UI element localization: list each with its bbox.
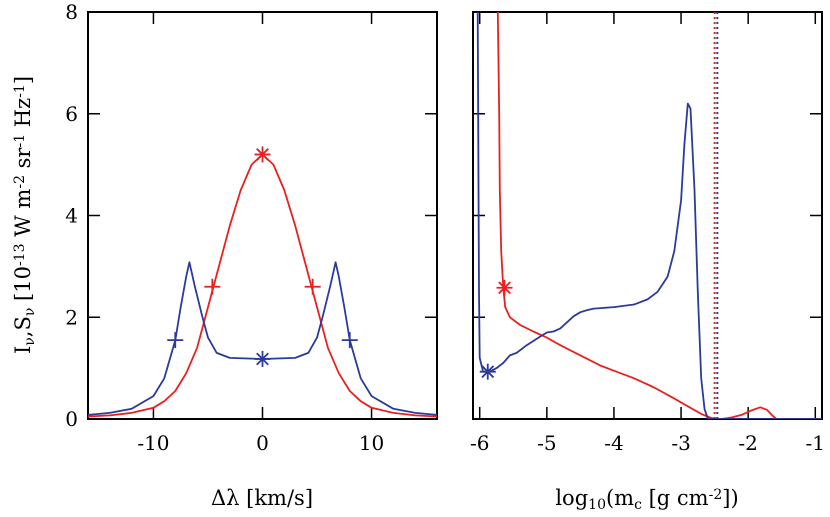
plus-marker: [304, 278, 321, 295]
asterisk-marker: [479, 363, 496, 380]
y-tick-label: 2: [65, 305, 78, 329]
asterisk-marker: [254, 146, 271, 163]
series-line-red: [496, 12, 822, 419]
x-tick-label: -3: [671, 431, 690, 455]
y-tick-label: 8: [65, 0, 78, 24]
x-tick-label: -10: [137, 431, 169, 455]
series-line-blue: [88, 261, 437, 416]
series-line-red: [88, 153, 437, 418]
x-tick-label: -1: [806, 431, 825, 455]
plus-marker: [167, 332, 184, 349]
left-tick-labels: -10 0 10 0 2 4 6 8: [65, 0, 384, 455]
x-tick-label: -5: [537, 431, 556, 455]
plus-marker: [341, 332, 358, 349]
y-tick-label: 0: [65, 407, 78, 431]
x-tick-label: 0: [256, 431, 269, 455]
series-line-blue: [476, 12, 822, 419]
y-tick-label: 4: [65, 204, 78, 228]
x-tick-label: -4: [604, 431, 623, 455]
right-tick-labels: -6 -5 -4 -3 -2 -1: [470, 431, 825, 455]
right-panel: -6 -5 -4 -3 -2 -1 log10(mc [g cm-2]): [470, 11, 825, 513]
asterisk-marker: [254, 350, 271, 367]
x-tick-label: -2: [738, 431, 757, 455]
left-panel: -10 0 10 0 2 4 6 8 Δλ [km/s] Iν,Sν [10-13 W m-2…: [11, 0, 438, 510]
x-tick-label: 10: [359, 431, 384, 455]
right-x-axis-label: log10(mc [g cm-2]): [555, 486, 738, 513]
right-ticks: [473, 11, 822, 420]
asterisk-marker: [496, 279, 513, 296]
left-ticks: [88, 11, 437, 420]
right-plot-frame: [472, 11, 823, 420]
plus-marker: [204, 278, 221, 295]
right-data-layer: [476, 12, 822, 419]
left-x-axis-label: Δλ [km/s]: [211, 486, 313, 510]
left-data-layer: [88, 146, 437, 418]
y-tick-label: 6: [65, 102, 78, 126]
left-y-axis-label: Iν,Sν [10-13 W m-2 sr-1 Hz-1]: [11, 76, 38, 354]
x-tick-label: -6: [470, 431, 489, 455]
